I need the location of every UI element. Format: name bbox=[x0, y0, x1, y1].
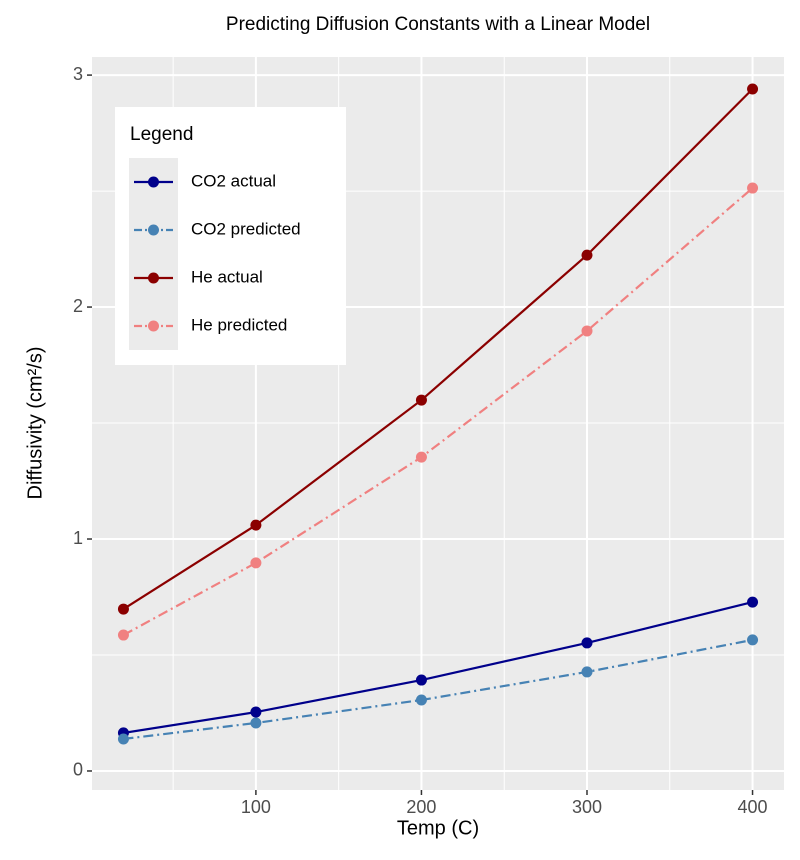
y-axis-label: Diffusivity (cm²/s) bbox=[24, 347, 46, 500]
x-axis-label: Temp (C) bbox=[397, 817, 479, 839]
chart-title: Predicting Diffusion Constants with a Li… bbox=[226, 14, 650, 35]
data-point bbox=[747, 83, 759, 95]
legend-key-point bbox=[148, 320, 159, 332]
x-tick-label: 300 bbox=[572, 797, 602, 817]
legend-key-point bbox=[148, 224, 159, 236]
legend-label: He predicted bbox=[191, 315, 287, 334]
data-point bbox=[250, 557, 262, 569]
y-tick-label: 2 bbox=[73, 296, 83, 316]
legend-label: CO2 predicted bbox=[191, 219, 301, 238]
data-point bbox=[415, 394, 427, 406]
legend-label: CO2 actual bbox=[191, 171, 276, 190]
legend-key-bg bbox=[129, 158, 178, 350]
legend-key-point bbox=[148, 176, 159, 188]
data-point bbox=[250, 717, 262, 729]
x-tick-label: 100 bbox=[241, 797, 271, 817]
y-tick-label: 0 bbox=[73, 760, 83, 780]
data-point bbox=[581, 637, 593, 649]
data-point bbox=[581, 666, 593, 678]
data-point bbox=[747, 182, 759, 194]
y-tick-label: 3 bbox=[73, 64, 83, 84]
data-point bbox=[415, 694, 427, 706]
legend-label: He actual bbox=[191, 267, 263, 286]
data-point bbox=[415, 451, 427, 463]
data-point bbox=[581, 325, 593, 337]
legend-key-point bbox=[148, 272, 159, 284]
data-point bbox=[117, 603, 129, 615]
data-point bbox=[117, 733, 129, 745]
y-tick-label: 1 bbox=[73, 528, 83, 548]
data-point bbox=[117, 629, 129, 641]
legend-title: Legend bbox=[130, 124, 193, 145]
data-point bbox=[415, 674, 427, 686]
x-tick-label: 200 bbox=[406, 797, 436, 817]
data-point bbox=[581, 249, 593, 261]
data-point bbox=[747, 596, 759, 608]
data-point bbox=[747, 634, 759, 646]
x-tick-label: 400 bbox=[738, 797, 768, 817]
data-point bbox=[250, 519, 262, 531]
data-point bbox=[250, 706, 262, 718]
